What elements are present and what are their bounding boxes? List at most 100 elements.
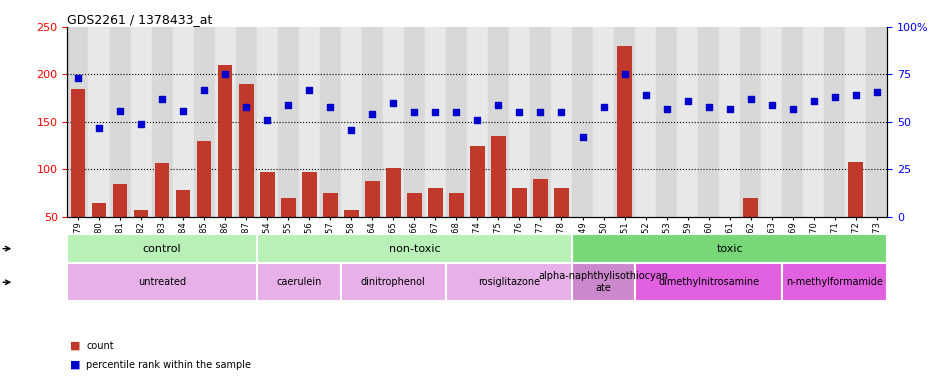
Bar <box>277 27 299 217</box>
Bar <box>70 89 85 265</box>
Bar <box>239 84 254 265</box>
Bar <box>361 27 383 217</box>
Point <box>826 94 841 100</box>
Point <box>134 121 149 127</box>
Bar <box>490 136 505 265</box>
Bar <box>428 189 442 265</box>
Point <box>428 109 443 116</box>
Bar <box>299 27 319 217</box>
Bar <box>319 27 341 217</box>
Bar <box>176 190 190 265</box>
Bar <box>764 225 778 265</box>
Point <box>92 124 107 131</box>
FancyBboxPatch shape <box>67 263 256 301</box>
Point <box>301 86 316 93</box>
Bar <box>323 193 337 265</box>
Text: ■: ■ <box>70 341 80 351</box>
Bar <box>259 172 274 265</box>
Bar <box>844 27 866 217</box>
Bar <box>508 27 530 217</box>
Text: toxic: toxic <box>716 243 742 254</box>
Text: dinitrophenol: dinitrophenol <box>360 277 425 287</box>
Bar <box>719 27 739 217</box>
FancyBboxPatch shape <box>635 263 782 301</box>
Bar <box>466 27 488 217</box>
Bar <box>677 27 697 217</box>
Bar <box>194 27 214 217</box>
Point <box>112 108 127 114</box>
Bar <box>383 27 403 217</box>
Bar <box>341 27 361 217</box>
FancyBboxPatch shape <box>256 234 571 263</box>
Point <box>175 108 190 114</box>
Bar <box>802 27 824 217</box>
Bar <box>386 167 401 265</box>
Bar <box>655 27 677 217</box>
Bar <box>530 27 550 217</box>
Bar <box>364 181 379 265</box>
Bar <box>571 27 592 217</box>
FancyBboxPatch shape <box>446 263 571 301</box>
Bar <box>722 247 737 265</box>
Bar <box>344 210 358 265</box>
Point <box>805 98 820 104</box>
Bar <box>214 27 235 217</box>
Point <box>386 100 401 106</box>
Bar <box>512 189 526 265</box>
Bar <box>659 247 673 265</box>
Point <box>869 88 884 94</box>
Text: n-methylformamide: n-methylformamide <box>785 277 883 287</box>
Bar <box>88 27 110 217</box>
Bar <box>533 179 548 265</box>
Text: caerulein: caerulein <box>276 277 321 287</box>
Point <box>595 104 610 110</box>
Bar <box>256 27 277 217</box>
Text: count: count <box>86 341 113 351</box>
Point <box>764 102 779 108</box>
Bar <box>613 27 635 217</box>
Text: rosiglitazone: rosiglitazone <box>477 277 539 287</box>
Bar <box>130 27 152 217</box>
FancyBboxPatch shape <box>571 263 635 301</box>
Point <box>637 92 652 98</box>
Bar <box>172 27 194 217</box>
Text: untreated: untreated <box>138 277 186 287</box>
Bar <box>866 27 886 217</box>
Bar <box>869 239 884 265</box>
Point <box>154 96 169 102</box>
Bar <box>782 27 802 217</box>
Bar <box>824 27 844 217</box>
Bar <box>739 27 760 217</box>
Point <box>575 134 590 140</box>
Bar <box>592 27 613 217</box>
Bar <box>403 27 424 217</box>
Point <box>364 111 379 118</box>
Bar <box>637 219 652 265</box>
FancyBboxPatch shape <box>571 234 886 263</box>
Text: alpha-naphthylisothiocyan
ate: alpha-naphthylisothiocyan ate <box>538 271 667 293</box>
FancyBboxPatch shape <box>256 263 341 301</box>
Point <box>658 106 673 112</box>
Bar <box>806 217 820 265</box>
Point <box>847 92 862 98</box>
Bar <box>134 210 148 265</box>
Bar <box>67 27 88 217</box>
Point <box>490 102 505 108</box>
Point <box>511 109 526 116</box>
Point <box>448 109 463 116</box>
Bar <box>235 27 256 217</box>
FancyBboxPatch shape <box>67 234 256 263</box>
Bar <box>301 172 316 265</box>
Bar <box>826 236 841 265</box>
Bar <box>595 231 610 265</box>
Bar <box>742 198 757 265</box>
Bar <box>217 65 232 265</box>
Point <box>553 109 568 116</box>
Point <box>469 117 484 123</box>
FancyBboxPatch shape <box>782 263 886 301</box>
Bar <box>553 189 568 265</box>
Bar <box>154 163 169 265</box>
Point <box>344 126 358 132</box>
Bar <box>424 27 446 217</box>
Bar <box>470 146 484 265</box>
